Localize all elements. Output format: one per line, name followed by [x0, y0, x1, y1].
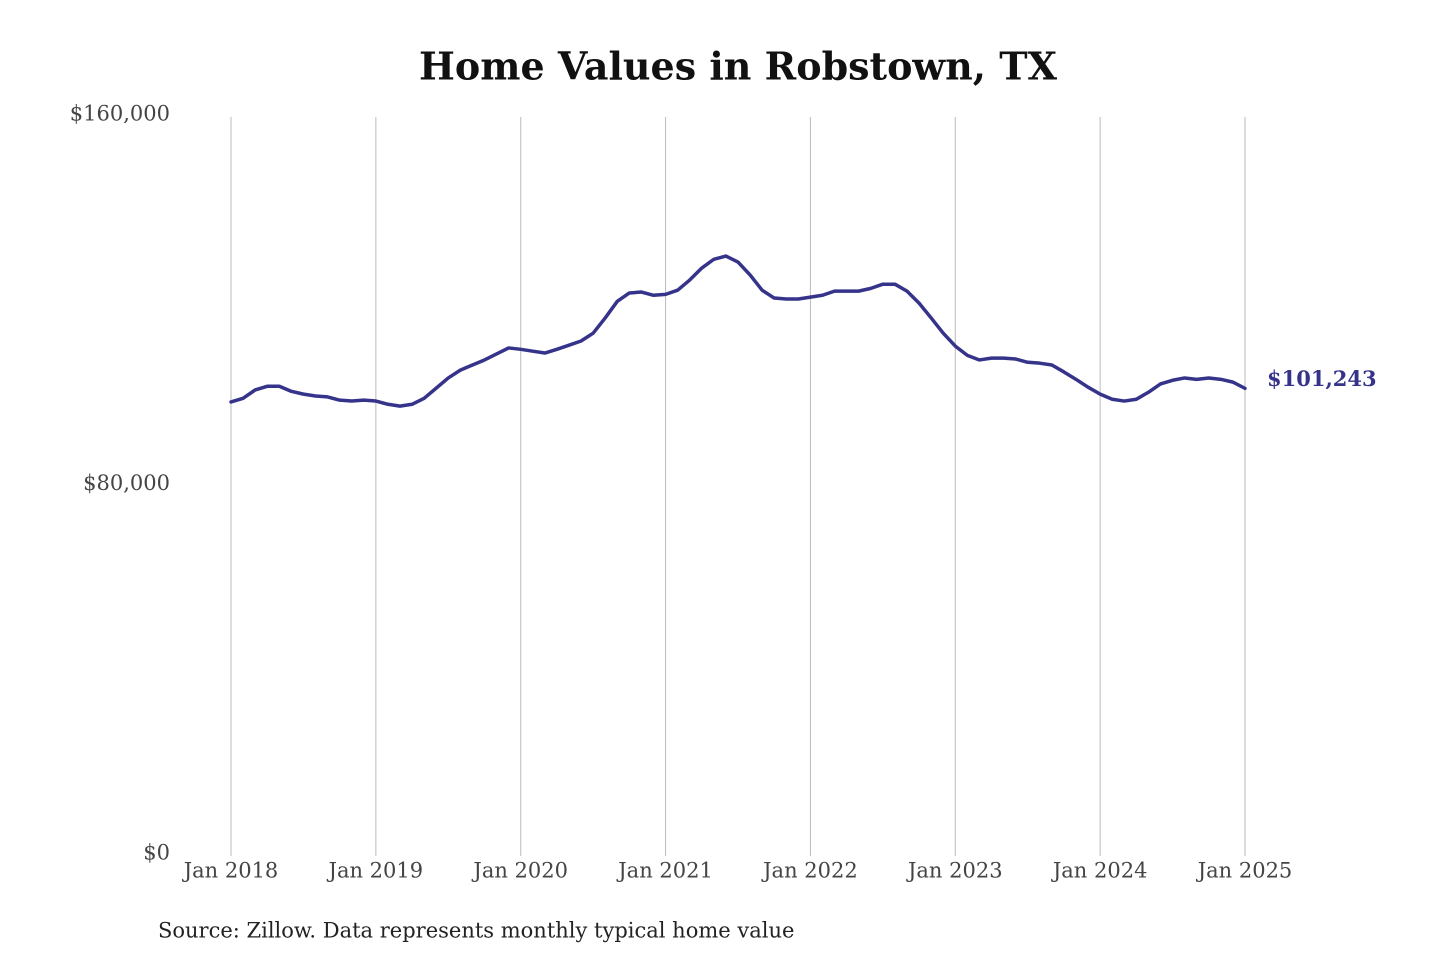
- x-tick-label: Jan 2024: [1051, 859, 1148, 883]
- end-label: $101,243: [1267, 366, 1377, 391]
- chart-title: Home Values in Robstown, TX: [419, 44, 1058, 89]
- y-tick-label: $160,000: [70, 102, 170, 126]
- y-tick-label: $80,000: [83, 471, 170, 495]
- x-tick-label: Jan 2019: [327, 859, 424, 883]
- source-note: Source: Zillow. Data represents monthly …: [158, 919, 794, 943]
- x-tick-label: Jan 2025: [1196, 859, 1293, 883]
- y-tick-label: $0: [143, 841, 170, 865]
- x-tick-label: Jan 2018: [182, 859, 279, 883]
- data-line: [229, 254, 1247, 408]
- x-tick-label: Jan 2021: [616, 859, 713, 883]
- x-tick-label: Jan 2022: [761, 859, 858, 883]
- x-tick-label: Jan 2023: [906, 859, 1003, 883]
- x-tick-label: Jan 2020: [471, 859, 568, 883]
